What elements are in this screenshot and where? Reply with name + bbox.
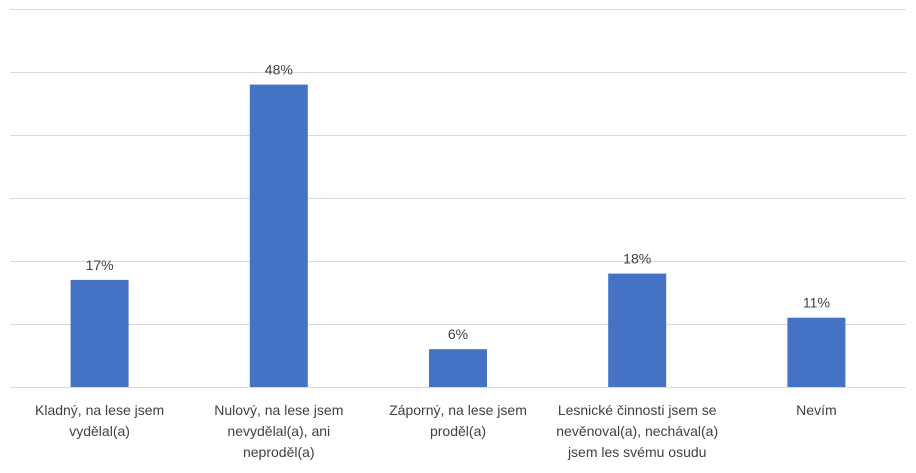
bars bbox=[70, 84, 846, 387]
category-label: Lesnické činnosti jsem se bbox=[558, 402, 717, 418]
category-label: Záporný, na lese jsem bbox=[389, 402, 527, 418]
category-label: nevěnoval(a), nechával(a) bbox=[556, 423, 718, 439]
data-label: 17% bbox=[86, 257, 114, 273]
data-label: 6% bbox=[448, 326, 468, 342]
bar bbox=[787, 317, 846, 387]
data-label: 18% bbox=[623, 251, 651, 267]
bar bbox=[70, 279, 129, 387]
category-label: Kladný, na lese jsem bbox=[35, 402, 164, 418]
bar bbox=[608, 273, 667, 387]
category-label: vydělal(a) bbox=[69, 423, 130, 439]
category-label: Nevím bbox=[796, 402, 836, 418]
category-labels: Kladný, na lese jsem vydělal(a) Nulový, na… bbox=[35, 402, 837, 460]
bar bbox=[249, 84, 308, 387]
category-label: Nulový, na lese jsem bbox=[214, 402, 343, 418]
data-labels: 17% 48% 6% 18% 11% bbox=[86, 62, 830, 343]
bar bbox=[429, 349, 487, 387]
category-label: neproděl(a) bbox=[243, 444, 315, 460]
gridlines bbox=[10, 9, 906, 388]
data-label: 48% bbox=[265, 62, 293, 78]
category-label: jsem les svému osudu bbox=[567, 444, 707, 460]
category-label: proděl(a) bbox=[430, 423, 486, 439]
data-label: 11% bbox=[803, 295, 830, 311]
category-label: nevydělal(a), ani bbox=[227, 423, 330, 439]
